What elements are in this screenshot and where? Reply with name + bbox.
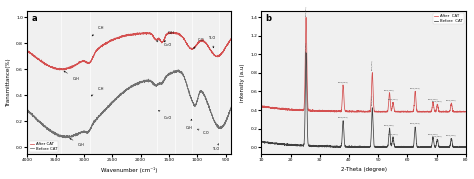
Text: O-H: O-H <box>64 71 79 81</box>
After  CAT <box>258 105 264 107</box>
Text: TiO₂(211): TiO₂(211) <box>388 134 398 135</box>
After CAT <box>56 69 62 71</box>
After  CAT <box>346 110 352 112</box>
Text: TiO₂(116): TiO₂(116) <box>428 134 438 135</box>
After  CAT <box>282 108 288 111</box>
After CAT <box>111 38 117 40</box>
Y-axis label: Transmittance(%): Transmittance(%) <box>6 58 10 107</box>
Text: TiO₂(200): TiO₂(200) <box>372 95 373 105</box>
After CAT <box>225 43 230 45</box>
After  CAT <box>337 110 343 112</box>
Before  CAT <box>346 146 352 148</box>
Line: After CAT: After CAT <box>27 32 231 70</box>
Text: TiO₂(004): TiO₂(004) <box>338 117 348 118</box>
After CAT <box>203 41 209 43</box>
Text: C-O: C-O <box>194 38 204 49</box>
Before CAT <box>47 130 53 132</box>
Text: O-H: O-H <box>70 138 85 147</box>
Text: O-H: O-H <box>164 31 174 42</box>
After CAT <box>60 68 65 70</box>
Before  CAT <box>258 140 264 142</box>
X-axis label: Wavenumber (cm⁻¹): Wavenumber (cm⁻¹) <box>101 167 157 173</box>
Line: After  CAT: After CAT <box>261 17 465 112</box>
Text: Ti-O: Ti-O <box>211 144 219 151</box>
Before  CAT <box>303 52 309 54</box>
Text: TiO₂(204): TiO₂(204) <box>410 87 420 89</box>
Text: C=O: C=O <box>156 41 172 47</box>
Line: Before  CAT: Before CAT <box>261 53 465 147</box>
Text: TiO₂(215): TiO₂(215) <box>446 135 456 136</box>
Text: C-H: C-H <box>92 26 104 36</box>
Text: TiO₂(200): TiO₂(200) <box>372 60 373 70</box>
After CAT <box>228 38 234 40</box>
Text: C=O: C=O <box>158 110 172 120</box>
Before CAT <box>103 108 109 110</box>
Before CAT <box>203 97 209 99</box>
After  CAT <box>303 16 309 18</box>
After  CAT <box>437 111 443 113</box>
After  CAT <box>331 111 337 113</box>
Text: Ti-O: Ti-O <box>208 36 215 48</box>
After CAT <box>47 66 53 68</box>
Before CAT <box>176 69 182 71</box>
Before CAT <box>111 100 117 102</box>
Before CAT <box>63 137 68 139</box>
Before  CAT <box>337 146 343 148</box>
Text: TiO₂(101): TiO₂(101) <box>305 41 307 52</box>
Before  CAT <box>463 146 468 148</box>
Before  CAT <box>437 146 443 148</box>
Before  CAT <box>459 146 465 148</box>
Text: C-O: C-O <box>198 129 210 135</box>
Text: C-H: C-H <box>91 87 104 96</box>
After CAT <box>24 49 30 52</box>
Y-axis label: intensity (a.u): intensity (a.u) <box>240 63 245 101</box>
Text: TiO₂(215): TiO₂(215) <box>446 99 456 101</box>
Before CAT <box>24 110 30 112</box>
Text: TiO₂(211): TiO₂(211) <box>388 98 398 100</box>
After  CAT <box>459 111 465 113</box>
Line: Before CAT: Before CAT <box>27 70 231 138</box>
Text: a: a <box>31 14 37 23</box>
After  CAT <box>463 111 468 113</box>
Text: b: b <box>265 14 272 23</box>
Before  CAT <box>282 144 288 146</box>
Text: TiO₂(220): TiO₂(220) <box>432 136 443 137</box>
Text: O-H: O-H <box>186 119 193 130</box>
X-axis label: 2-Theta (degree): 2-Theta (degree) <box>340 167 386 172</box>
After CAT <box>103 43 109 45</box>
Text: TiO₂(220): TiO₂(220) <box>432 100 443 102</box>
Text: TiO₂(116): TiO₂(116) <box>428 98 438 100</box>
Before CAT <box>60 135 65 137</box>
Text: TiO₂(101): TiO₂(101) <box>305 6 307 16</box>
Legend: After CAT, Before CAT: After CAT, Before CAT <box>29 141 58 152</box>
Text: TiO₂(105): TiO₂(105) <box>384 124 395 126</box>
Text: TiO₂(004): TiO₂(004) <box>338 82 348 83</box>
Legend: After  CAT, Before  CAT: After CAT, Before CAT <box>433 13 464 24</box>
After  CAT <box>294 109 300 112</box>
Before  CAT <box>294 144 300 147</box>
Before CAT <box>228 106 234 108</box>
After CAT <box>169 31 174 33</box>
Before  CAT <box>328 146 334 148</box>
Text: TiO₂(105): TiO₂(105) <box>384 89 395 91</box>
Before CAT <box>225 116 230 118</box>
Text: TiO₂(204): TiO₂(204) <box>410 122 420 124</box>
